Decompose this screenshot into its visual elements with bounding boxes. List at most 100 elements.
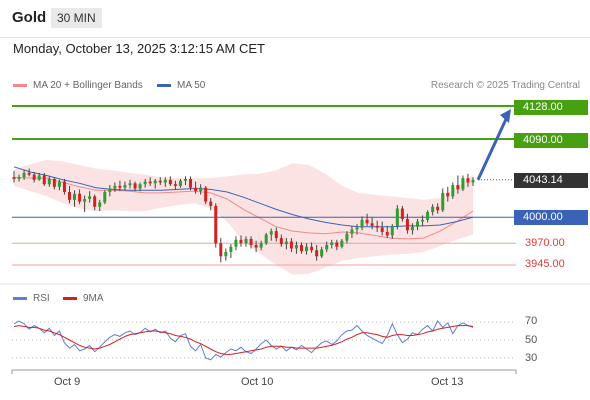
candle-body (395, 208, 399, 226)
ma9-legend-label: 9MA (83, 293, 104, 304)
x-tick-oct13: Oct 13 (431, 376, 464, 388)
candle-body (446, 192, 450, 197)
header-bar: Gold 30 MIN (0, 0, 590, 38)
candle-body (400, 208, 404, 219)
candle-body (42, 175, 46, 185)
candle-body (93, 196, 97, 207)
candle-body (194, 187, 198, 192)
candle-body (421, 219, 425, 222)
candle-body (335, 242, 339, 247)
candle-body (143, 181, 147, 185)
candle-body (466, 178, 470, 183)
candle-body (431, 206, 435, 212)
x-tick-oct9: Oct 9 (54, 376, 81, 388)
candle-body (189, 178, 193, 188)
candle-body (239, 239, 243, 244)
candle-body (163, 179, 167, 183)
candle-body (158, 180, 162, 183)
legend-rsi: RSI (13, 293, 50, 304)
candle-body (17, 177, 21, 179)
candle-body (315, 250, 319, 257)
projection-arrow-shaft (476, 116, 509, 181)
candle-body (118, 185, 122, 188)
candle-body (168, 179, 172, 185)
candle-body (12, 177, 16, 179)
moving-average-layer (13, 166, 474, 240)
candle-body (274, 231, 278, 239)
candle-body (471, 179, 475, 183)
candle-body (52, 178, 56, 187)
pivot-label: 4000.00 (514, 210, 588, 225)
rsi-swatch (13, 297, 27, 300)
candle-body (294, 245, 298, 249)
candle-body (27, 172, 31, 175)
candle-body (441, 192, 445, 211)
candle-body (426, 212, 430, 220)
candle-body (259, 243, 263, 248)
candle-body (214, 205, 218, 244)
candle-body (128, 183, 132, 186)
candle-body (113, 185, 117, 189)
candle-body (340, 240, 344, 247)
candle-body (209, 201, 213, 206)
candle-body (183, 178, 187, 181)
ma50-swatch (157, 84, 171, 87)
candle-body (62, 181, 66, 193)
projection-layer (476, 109, 511, 181)
rsi-panel (12, 320, 516, 361)
ma9-swatch (63, 297, 77, 300)
candle-body (148, 181, 152, 184)
ma20-line (13, 176, 474, 240)
candle-body (123, 185, 127, 188)
level-lines (12, 105, 516, 266)
candle-body (219, 243, 223, 257)
candle-body (204, 187, 208, 202)
candle-body (436, 206, 440, 211)
candle-body (199, 187, 203, 192)
datetime-label: Monday, October 13, 2025 3:12:15 AM CET (13, 41, 265, 56)
candle-body (47, 178, 51, 185)
candle-body (320, 249, 324, 257)
ma20-legend-label: MA 20 + Bollinger Bands (33, 80, 143, 91)
support-1-label: 3970.00 (525, 237, 565, 249)
x-tick-oct10: Oct 10 (241, 376, 274, 388)
candle-body (22, 172, 26, 178)
candle-body (229, 246, 233, 252)
legend-ma50: MA 50 (157, 80, 205, 91)
candle-body (98, 202, 102, 207)
candle-body (305, 246, 309, 252)
candle-body (224, 251, 228, 257)
candle-body (370, 223, 374, 226)
rsi-legend-label: RSI (33, 293, 50, 304)
legend-ma9: 9MA (63, 293, 104, 304)
candle-body (32, 174, 36, 180)
resistance-1-label: 4090.00 (514, 133, 588, 148)
candle-body (345, 233, 349, 241)
candle-body (234, 239, 238, 247)
ma50-line (13, 166, 474, 228)
candle-body (37, 175, 41, 180)
candle-body (330, 242, 334, 246)
candle-body (410, 226, 414, 231)
candle-body (365, 219, 369, 224)
candle-body (325, 245, 329, 250)
timeframe-button[interactable]: 30 MIN (51, 8, 102, 28)
instrument-title: Gold (12, 9, 47, 26)
candle-body (67, 192, 71, 200)
candle-body (138, 184, 142, 189)
candle-body (173, 184, 177, 186)
candle-body (264, 234, 268, 244)
candle-body (178, 180, 182, 186)
projection-arrow-head (500, 109, 511, 123)
resistance-2-label: 4128.00 (514, 100, 588, 115)
legend-ma20: MA 20 + Bollinger Bands (13, 80, 143, 91)
rsi-ma9-line (13, 325, 474, 355)
ma20-swatch (13, 84, 27, 87)
candle-body (279, 238, 283, 245)
candle-body (390, 225, 394, 236)
candle-body (451, 185, 455, 197)
candle-body (405, 218, 409, 231)
rsi-tick-50: 50 (525, 334, 538, 346)
candle-body (153, 180, 157, 184)
